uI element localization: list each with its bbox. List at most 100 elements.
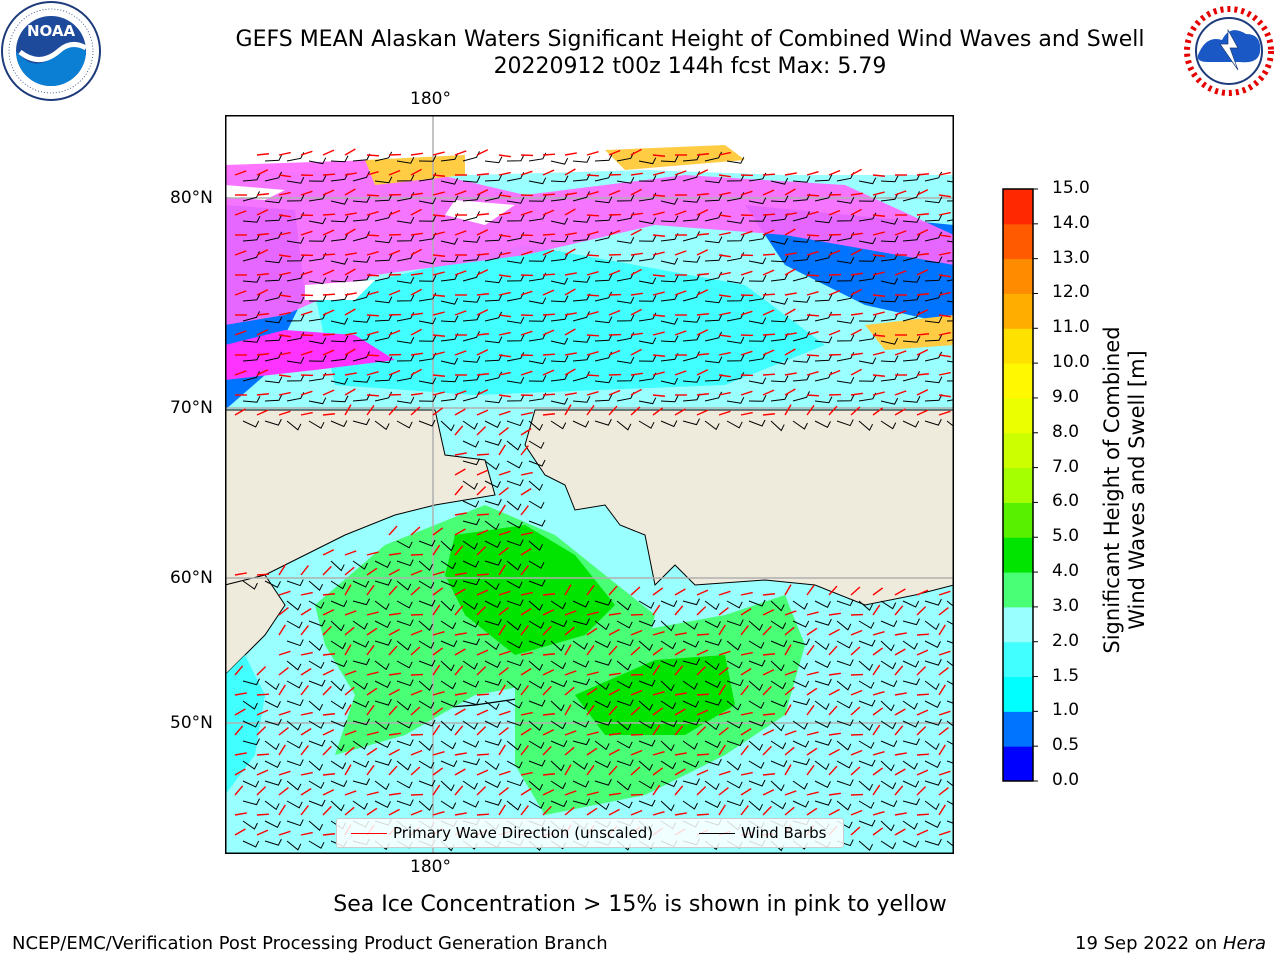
wind-barb xyxy=(770,255,789,263)
wind-barb xyxy=(462,780,478,790)
wave-direction-arrow xyxy=(784,292,797,296)
wind-barb xyxy=(440,255,459,263)
wave-direction-arrow xyxy=(652,647,664,656)
wave-direction-arrow xyxy=(520,548,532,556)
wind-barb xyxy=(506,680,522,691)
wind-barb xyxy=(484,678,502,686)
wave-direction-arrow xyxy=(410,689,423,696)
wave-direction-arrow xyxy=(278,311,291,316)
wind-barb xyxy=(264,680,280,691)
wave-direction-arrow xyxy=(652,194,666,197)
wave-direction-arrow xyxy=(718,254,731,258)
wind-barb xyxy=(660,600,678,608)
wave-direction-arrow xyxy=(916,786,927,796)
wave-direction-arrow xyxy=(674,170,687,176)
wave-direction-arrow xyxy=(322,413,336,416)
wind-barb xyxy=(550,295,569,303)
wind-barb xyxy=(616,296,635,304)
wind-barb xyxy=(440,700,458,708)
colorbar-tick-label: 0.0 xyxy=(1052,770,1080,790)
wind-barb xyxy=(946,720,954,728)
wave-direction-arrow xyxy=(806,274,820,277)
wind-barb xyxy=(242,780,260,788)
wind-barb xyxy=(836,719,854,727)
wind-barb xyxy=(572,640,588,650)
wave-direction-arrow xyxy=(652,371,665,376)
wave-direction-arrow xyxy=(344,372,357,376)
wind-barb xyxy=(462,373,481,382)
wind-barb xyxy=(506,599,524,607)
wave-direction-arrow xyxy=(432,254,446,257)
wave-direction-arrow xyxy=(806,354,820,357)
wave-direction-arrow xyxy=(828,765,838,776)
wind-barb xyxy=(704,698,722,706)
wind-barb xyxy=(264,760,281,769)
wind-barb xyxy=(286,176,305,184)
wind-barb xyxy=(682,620,698,630)
wave-direction-arrow xyxy=(476,633,490,636)
wind-barb xyxy=(484,420,501,429)
wave-direction-arrow xyxy=(938,684,946,696)
wave-direction-arrow xyxy=(630,348,642,356)
wave-direction-arrow xyxy=(498,667,509,676)
wave-direction-arrow xyxy=(762,269,775,276)
wind-barb xyxy=(880,175,899,183)
wave-direction-arrow xyxy=(630,646,641,656)
wind-barb xyxy=(792,355,811,363)
wind-barb xyxy=(880,295,899,303)
wave-direction-arrow xyxy=(828,612,841,616)
wave-direction-arrow xyxy=(542,193,556,196)
wave-direction-arrow xyxy=(784,704,792,716)
wave-direction-arrow xyxy=(388,169,401,176)
wave-direction-arrow xyxy=(696,769,709,776)
wave-direction-arrow xyxy=(432,151,445,156)
wave-direction-arrow xyxy=(674,785,684,796)
wind-barb xyxy=(572,395,591,403)
wave-direction-arrow xyxy=(938,624,946,636)
wind-barb xyxy=(550,760,565,772)
wind-barb xyxy=(286,740,303,749)
wave-direction-arrow xyxy=(344,644,352,656)
wind-barb xyxy=(528,540,544,551)
wave-direction-arrow xyxy=(234,752,247,756)
wind-barb xyxy=(704,638,722,646)
wind-barb xyxy=(814,174,833,182)
wave-direction-arrow xyxy=(586,671,599,676)
wave-direction-arrow xyxy=(256,353,270,356)
wave-direction-arrow xyxy=(872,334,886,337)
wind-barb xyxy=(924,658,942,666)
wind-barb xyxy=(814,700,830,711)
wave-direction-arrow xyxy=(432,724,441,736)
wave-direction-arrow xyxy=(520,685,529,696)
wave-direction-arrow xyxy=(410,749,423,756)
wave-direction-arrow xyxy=(542,789,555,796)
wind-barb xyxy=(880,355,899,363)
colorbar-tick-label: 1.5 xyxy=(1052,665,1080,686)
wind-barb xyxy=(880,620,898,628)
wind-barb xyxy=(396,276,415,284)
wave-direction-arrow xyxy=(762,669,775,676)
wind-barb xyxy=(638,640,654,651)
colorbar-segment xyxy=(1003,328,1033,364)
wave-direction-arrow xyxy=(674,370,687,376)
wave-direction-arrow xyxy=(454,632,467,636)
wave-direction-arrow xyxy=(564,404,572,416)
wave-direction-arrow xyxy=(498,194,511,198)
wave-direction-arrow xyxy=(740,805,749,816)
wave-direction-arrow xyxy=(938,251,951,256)
wave-direction-arrow xyxy=(718,374,731,378)
wind-barb xyxy=(726,619,744,627)
wave-direction-arrow xyxy=(344,388,356,396)
wind-barb xyxy=(902,293,921,302)
wave-direction-arrow xyxy=(696,753,710,756)
wind-barb xyxy=(550,680,568,688)
wave-direction-arrow xyxy=(784,644,792,656)
wind-barb xyxy=(814,640,830,651)
wave-direction-arrow xyxy=(366,291,379,296)
wind-barb xyxy=(440,760,458,768)
wave-direction-arrow xyxy=(916,726,927,736)
wave-direction-arrow xyxy=(322,269,335,276)
wave-direction-arrow xyxy=(652,811,665,816)
wave-direction-arrow xyxy=(410,288,422,296)
wave-direction-arrow xyxy=(300,728,312,736)
